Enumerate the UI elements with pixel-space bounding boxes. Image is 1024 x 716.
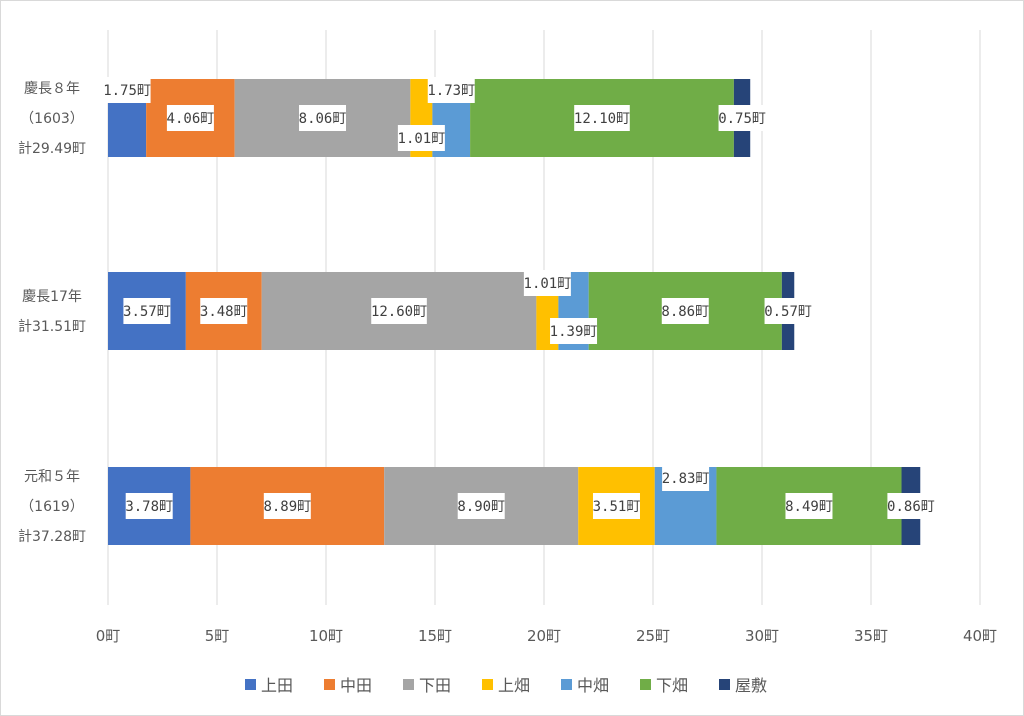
legend-swatch	[640, 679, 651, 690]
y-category-label: （1603）	[20, 111, 84, 127]
data-label: 1.75町	[103, 83, 151, 99]
legend-swatch	[324, 679, 335, 690]
legend-swatch	[719, 679, 730, 690]
data-label: 3.48町	[200, 304, 248, 320]
data-label: 8.89町	[263, 499, 311, 515]
legend-label: 上畑	[498, 676, 530, 695]
data-label-box	[457, 493, 505, 519]
data-label: 2.83町	[662, 471, 710, 487]
data-label-box	[123, 298, 171, 324]
data-label-box	[427, 77, 475, 103]
x-tick-label: 15町	[418, 627, 452, 645]
x-tick-label: 25町	[636, 627, 670, 645]
data-label: 12.10町	[574, 111, 630, 127]
data-label: 3.57町	[123, 304, 171, 320]
data-label: 0.57町	[764, 304, 812, 320]
legend-label: 下田	[419, 676, 451, 695]
data-label-box	[299, 105, 347, 131]
data-label: 12.60町	[371, 304, 427, 320]
legend-label: 屋敷	[735, 676, 767, 695]
x-tick-label: 20町	[527, 627, 561, 645]
x-tick-label: 30町	[745, 627, 779, 645]
data-label-box	[661, 298, 709, 324]
legend-label: 下畑	[656, 676, 688, 695]
y-category-label: 元和５年	[24, 469, 80, 485]
y-category-label: 慶長８年	[24, 81, 80, 97]
data-label-box	[397, 125, 445, 151]
y-category-label: 計31.51町	[18, 319, 86, 335]
x-tick-label: 5町	[205, 627, 230, 645]
legend-label: 中田	[340, 676, 372, 695]
x-tick-label: 10町	[309, 627, 343, 645]
data-label-box	[764, 298, 812, 324]
y-category-label: （1619）	[20, 499, 84, 515]
data-label-box	[785, 493, 833, 519]
data-label-box	[574, 105, 630, 131]
data-label: 1.01町	[398, 131, 446, 147]
data-label: 8.49町	[785, 499, 833, 515]
data-label: 0.75町	[718, 111, 766, 127]
data-label: 8.86町	[661, 304, 709, 320]
data-label-box	[371, 298, 427, 324]
x-tick-label: 0町	[96, 627, 121, 645]
data-label-box	[718, 105, 766, 131]
data-label: 0.86町	[887, 499, 935, 515]
x-tick-label: 35町	[854, 627, 888, 645]
data-label: 1.39町	[550, 324, 598, 340]
legend-label: 中畑	[577, 676, 609, 695]
y-category-label: 計29.49町	[18, 141, 86, 157]
data-label: 3.51町	[593, 499, 641, 515]
legend-swatch	[482, 679, 493, 690]
data-label: 1.01町	[524, 276, 572, 292]
data-label-box	[166, 105, 214, 131]
y-category-label: 慶長17年	[22, 289, 82, 305]
x-tick-label: 40町	[963, 627, 997, 645]
legend-swatch	[403, 679, 414, 690]
data-label: 8.06町	[299, 111, 347, 127]
legend-label: 上田	[261, 676, 293, 695]
data-label: 4.06町	[167, 111, 215, 127]
legend-swatch	[561, 679, 572, 690]
data-label-box	[887, 493, 935, 519]
data-label: 8.90町	[457, 499, 505, 515]
data-label-box	[592, 493, 640, 519]
y-category-label: 計37.28町	[18, 529, 86, 545]
data-label-box	[125, 493, 173, 519]
legend-swatch	[245, 679, 256, 690]
data-label: 3.78町	[125, 499, 173, 515]
data-label: 1.73町	[427, 83, 475, 99]
data-label-box	[550, 318, 598, 344]
data-label-box	[263, 493, 311, 519]
data-label-box	[200, 298, 248, 324]
data-label-box	[662, 465, 710, 491]
data-label-box	[523, 270, 571, 296]
data-label-box	[103, 77, 151, 103]
